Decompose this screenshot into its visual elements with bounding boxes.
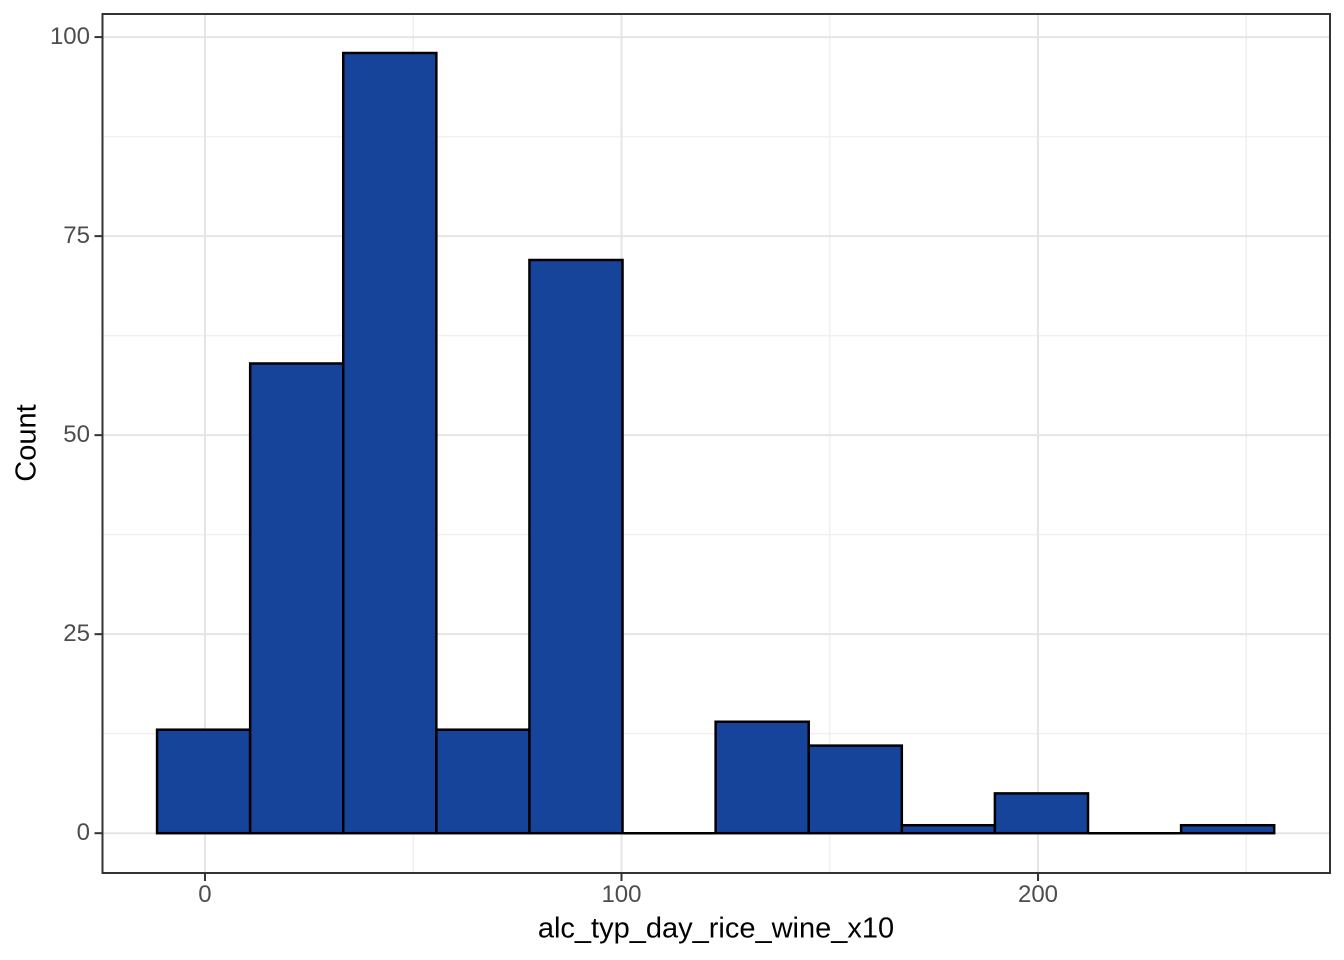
y-axis-title: Count	[10, 404, 43, 482]
y-tick-label: 75	[63, 222, 90, 250]
histogram-bar	[714, 720, 810, 835]
histogram-bar	[528, 258, 624, 835]
histogram-bar	[807, 744, 904, 835]
y-tick-label: 0	[76, 819, 90, 847]
histogram-bar	[342, 51, 438, 835]
histogram-bar	[993, 792, 1090, 835]
histogram-bar	[900, 823, 997, 835]
x-tick-label: 100	[601, 881, 642, 908]
panel-border	[101, 13, 1331, 874]
histogram-bar	[435, 728, 531, 835]
y-tick-label: 25	[63, 620, 90, 648]
histogram-bar	[155, 728, 252, 835]
histogram-bar	[1179, 823, 1276, 835]
y-tick-label: 100	[49, 23, 90, 51]
x-tick-label: 0	[198, 881, 212, 908]
x-tick-label: 200	[1017, 881, 1059, 908]
y-tick-label: 50	[63, 421, 90, 449]
histogram-bar	[248, 362, 345, 835]
x-axis-title: alc_typ_day_rice_wine_x10	[537, 912, 895, 945]
